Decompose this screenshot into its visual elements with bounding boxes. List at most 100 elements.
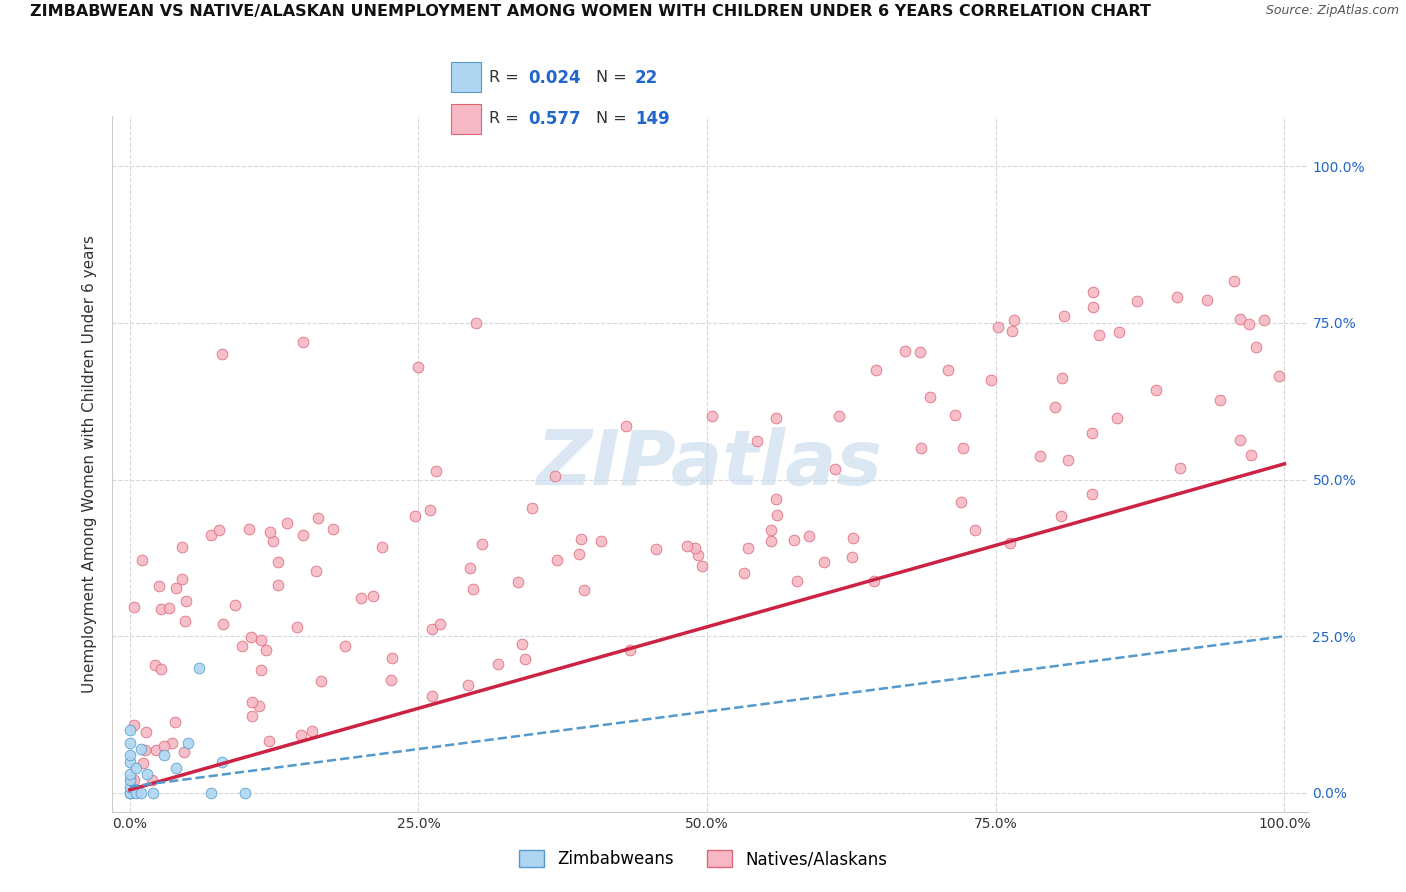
Point [1267, 368, 1289, 383]
Point [910, 442, 932, 456]
Point [292, 334, 315, 349]
Point [841, 549, 863, 564]
Point [980, 373, 1002, 387]
Point [257, 734, 280, 748]
Point [589, 533, 612, 548]
Point [683, 541, 706, 555]
Point [486, 657, 509, 671]
Point [233, 786, 256, 800]
Point [333, 640, 356, 654]
Point [1088, 327, 1111, 342]
Point [309, 674, 332, 689]
Point [419, 502, 441, 516]
Point [1045, 400, 1067, 414]
Point [827, 409, 849, 424]
Point [458, 561, 481, 575]
Point [250, 663, 273, 677]
Point [1105, 410, 1128, 425]
Point [894, 344, 917, 359]
Point [211, 347, 233, 361]
Point [231, 639, 253, 653]
Point [908, 345, 931, 359]
Point [200, 528, 222, 542]
Text: Source: ZipAtlas.com: Source: ZipAtlas.com [1265, 4, 1399, 18]
Point [118, 786, 141, 800]
Point [1081, 425, 1104, 440]
Point [457, 678, 479, 692]
Point [136, 767, 159, 781]
Point [153, 739, 176, 753]
Point [174, 593, 197, 607]
Text: 0.024: 0.024 [527, 69, 581, 87]
Point [247, 698, 270, 713]
Point [142, 786, 165, 800]
Point [737, 541, 759, 555]
Point [461, 582, 484, 596]
Point [1108, 325, 1130, 339]
Point [936, 362, 959, 376]
Point [290, 728, 312, 742]
Point [1170, 461, 1192, 475]
Point [380, 673, 402, 687]
Point [572, 582, 595, 597]
Point [120, 772, 142, 787]
Point [1229, 433, 1251, 447]
Point [224, 598, 246, 612]
Point [262, 533, 284, 548]
Point [292, 528, 315, 542]
Point [124, 786, 146, 800]
Point [176, 736, 198, 750]
Point [465, 316, 488, 330]
Point [301, 724, 323, 739]
Point [863, 574, 886, 589]
Point [943, 408, 966, 422]
Point [143, 658, 166, 673]
Point [122, 717, 145, 731]
Point [118, 748, 141, 763]
Point [208, 523, 231, 537]
Point [759, 533, 782, 548]
Point [513, 652, 536, 666]
Point [1050, 371, 1073, 385]
Point [614, 419, 637, 434]
Text: R =: R = [489, 70, 519, 85]
Point [546, 553, 568, 567]
Point [508, 575, 530, 590]
Point [118, 786, 141, 800]
Point [1057, 453, 1080, 467]
Point [361, 589, 384, 603]
Point [471, 537, 494, 551]
Point [307, 511, 329, 525]
Point [1223, 274, 1246, 288]
Point [200, 786, 222, 800]
Point [131, 552, 153, 566]
Point [124, 761, 146, 775]
Point [240, 708, 263, 723]
Point [404, 509, 426, 524]
Point [134, 743, 156, 757]
Point [824, 462, 846, 476]
Point [1002, 313, 1025, 327]
Point [141, 772, 163, 787]
Text: ZIPatlas: ZIPatlas [537, 427, 883, 500]
Point [1244, 339, 1267, 353]
FancyBboxPatch shape [451, 104, 481, 134]
Point [1081, 300, 1104, 314]
Point [1001, 324, 1024, 338]
Point [165, 581, 187, 595]
Point [211, 755, 233, 769]
Point [1240, 448, 1263, 462]
Point [118, 773, 141, 788]
Point [918, 390, 941, 404]
Y-axis label: Unemployment Among Women with Children Under 6 years: Unemployment Among Women with Children U… [82, 235, 97, 693]
Text: 0.577: 0.577 [527, 110, 581, 128]
Point [173, 614, 195, 628]
Point [952, 441, 974, 455]
Point [118, 723, 141, 738]
Point [254, 643, 277, 657]
Point [305, 564, 328, 578]
Point [1229, 312, 1251, 326]
Point [690, 559, 713, 574]
Point [173, 745, 195, 759]
Text: 149: 149 [636, 110, 669, 128]
